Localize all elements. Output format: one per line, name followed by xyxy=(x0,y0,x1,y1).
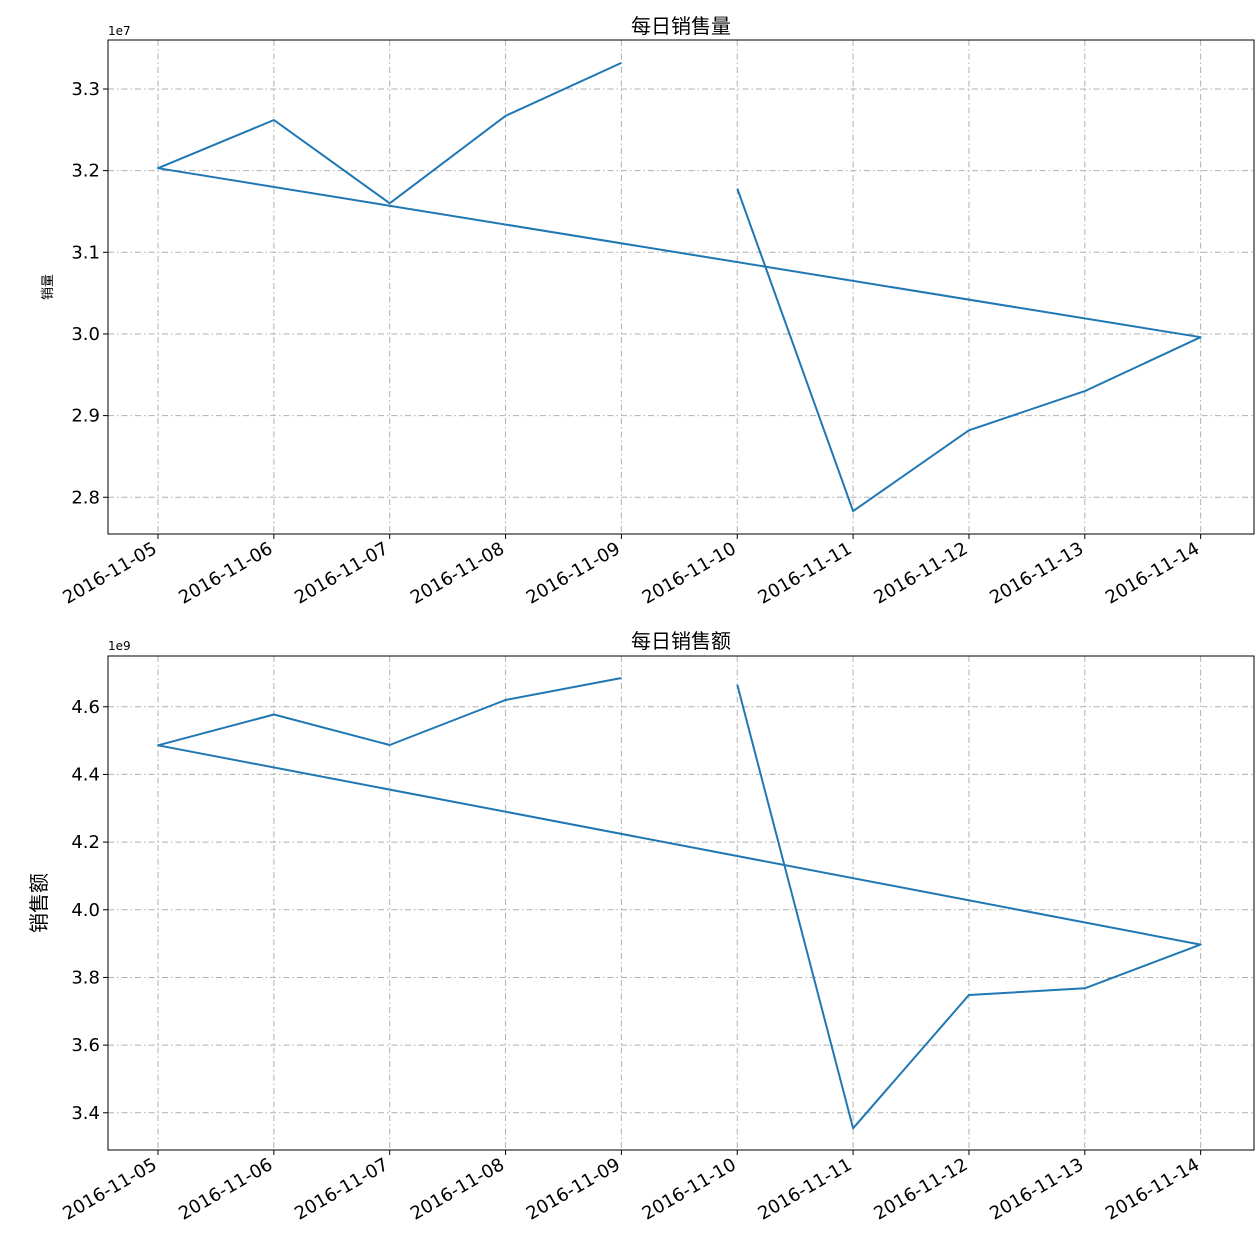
x-tick-label: 2016-11-14 xyxy=(1102,538,1203,608)
x-tick-label: 2016-11-13 xyxy=(986,1154,1087,1224)
x-tick-label: 2016-11-08 xyxy=(407,538,508,608)
x-tick-label: 2016-11-07 xyxy=(291,538,392,608)
x-tick-label: 2016-11-10 xyxy=(639,538,740,608)
x-tick-label: 2016-11-09 xyxy=(523,1154,624,1224)
series-line xyxy=(157,61,1202,513)
chart-title: 每日销售量 xyxy=(631,14,731,38)
y-tick-label: 3.6 xyxy=(71,1035,100,1056)
x-tick-label: 2016-11-06 xyxy=(175,1154,276,1224)
y-tick-label: 3.8 xyxy=(71,967,100,988)
plot-frame xyxy=(107,655,1255,1151)
x-tick-label: 2016-11-07 xyxy=(291,1154,392,1224)
x-tick-label: 2016-11-14 xyxy=(1102,1154,1203,1224)
plot-frame xyxy=(107,39,1255,535)
y-axis-label: 销量 xyxy=(41,274,56,300)
x-tick-label: 2016-11-05 xyxy=(59,538,160,608)
y-axis-label: 销售额 xyxy=(27,873,51,933)
x-tick-label: 2016-11-10 xyxy=(639,1154,740,1224)
y-tick-label: 3.3 xyxy=(71,79,100,100)
y-tick-label: 3.0 xyxy=(71,324,100,345)
x-tick-label: 2016-11-09 xyxy=(523,538,624,608)
x-tick-label: 2016-11-13 xyxy=(986,538,1087,608)
x-tick-label: 2016-11-11 xyxy=(755,1154,856,1224)
chart-title: 每日销售额 xyxy=(631,629,731,653)
x-tick-label: 2016-11-11 xyxy=(755,538,856,608)
x-tick-label: 2016-11-12 xyxy=(870,538,971,608)
x-tick-label: 2016-11-05 xyxy=(59,1154,160,1224)
x-tick-label: 2016-11-08 xyxy=(407,1154,508,1224)
series-line xyxy=(157,677,1202,1130)
y-tick-label: 2.9 xyxy=(71,406,100,427)
y-tick-label: 3.1 xyxy=(71,242,100,263)
x-tick-label: 2016-11-06 xyxy=(175,538,276,608)
y-tick-label: 4.0 xyxy=(71,900,100,921)
y-tick-label: 3.4 xyxy=(71,1103,100,1124)
x-tick-label: 2016-11-12 xyxy=(870,1154,971,1224)
y-tick-label: 4.6 xyxy=(71,697,100,718)
y-tick-label: 4.2 xyxy=(71,832,100,853)
y-tick-label: 2.8 xyxy=(71,487,100,508)
axis-offset-text: 1e7 xyxy=(108,24,131,38)
y-tick-label: 3.2 xyxy=(71,161,100,182)
y-tick-label: 4.4 xyxy=(71,764,100,785)
axis-offset-text: 1e9 xyxy=(108,639,131,653)
